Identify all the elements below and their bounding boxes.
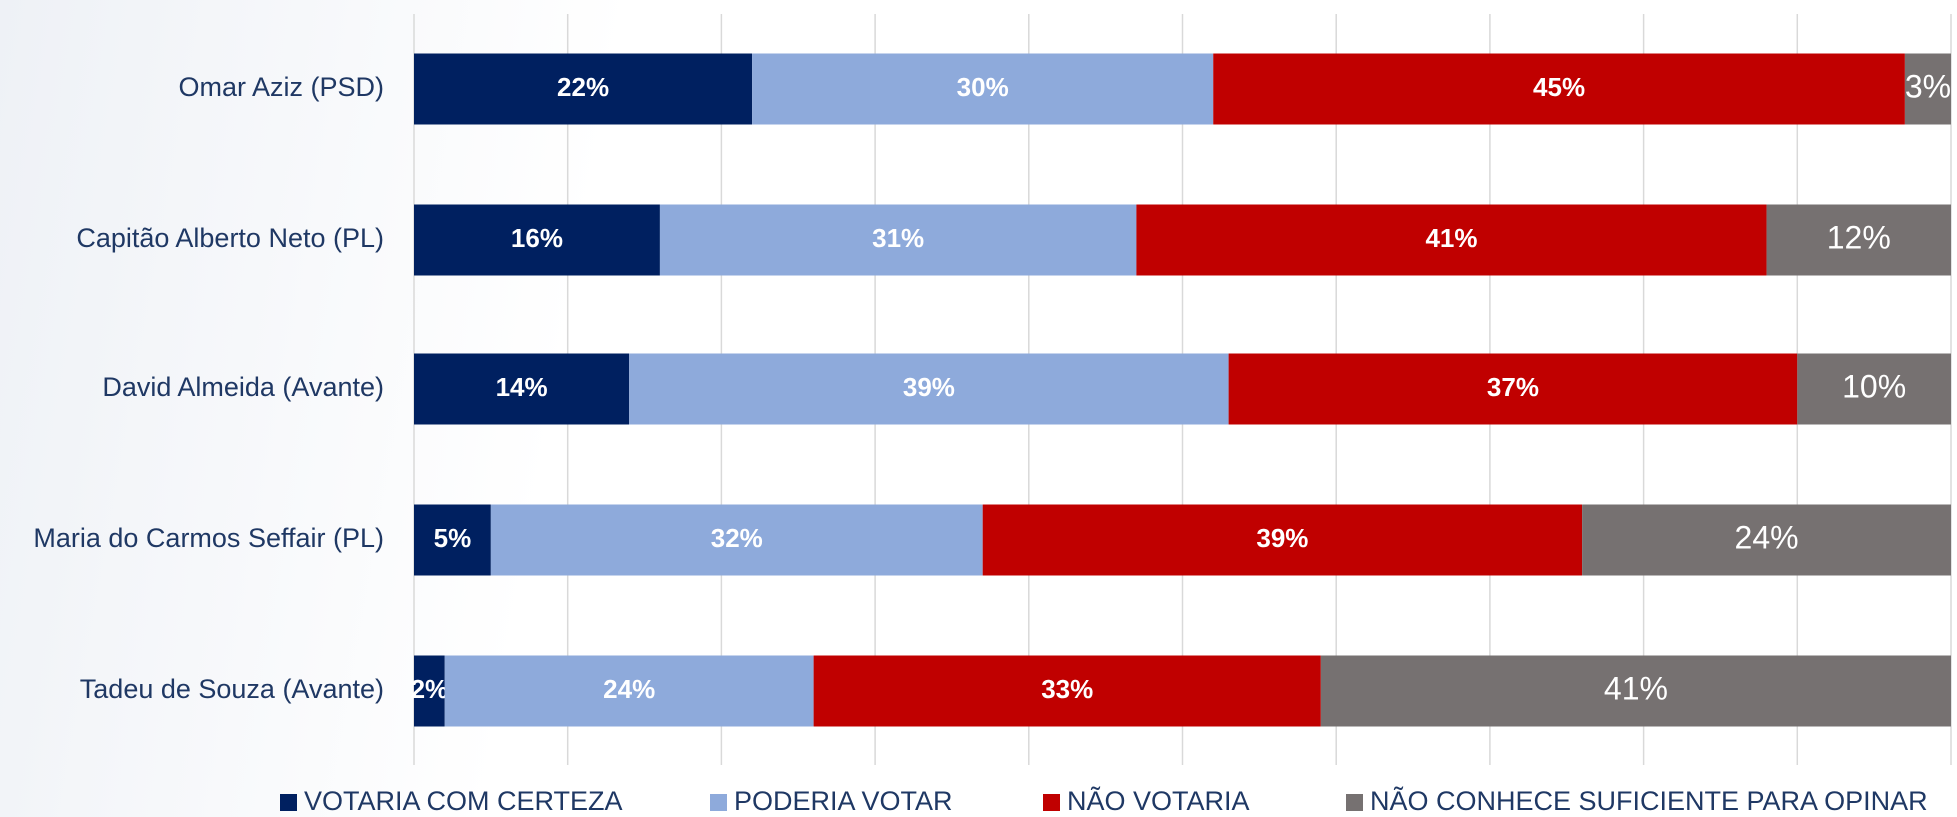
bar-segment <box>752 53 1214 125</box>
data-label: 16% <box>511 223 563 253</box>
bar-segment <box>1228 353 1798 425</box>
data-label: 41% <box>1425 223 1477 253</box>
bar-segment <box>1904 53 1951 125</box>
bar-segment <box>659 204 1137 276</box>
bar-segment <box>982 504 1583 576</box>
bar-segment <box>490 504 983 576</box>
legend-label: PODERIA VOTAR <box>734 786 953 816</box>
legend-swatch <box>1346 794 1363 811</box>
data-label: 12% <box>1827 219 1891 255</box>
bar-segment <box>813 655 1321 727</box>
data-label: 32% <box>711 523 763 553</box>
bar-segment <box>1582 504 1951 576</box>
bar-segment <box>414 504 491 576</box>
bar-segment <box>1797 353 1951 425</box>
legend-label: VOTARIA COM CERTEZA <box>304 786 623 816</box>
bar-segment <box>1136 204 1767 276</box>
data-label: 22% <box>557 72 609 102</box>
data-label: 24% <box>1735 519 1799 555</box>
data-label: 14% <box>496 372 548 402</box>
data-label: 3% <box>1905 68 1951 104</box>
bar-segment <box>414 204 660 276</box>
data-label: 33% <box>1041 674 1093 704</box>
data-label: 41% <box>1604 670 1668 706</box>
data-label: 2% <box>411 674 449 704</box>
bar-segment <box>1320 655 1951 727</box>
y-tick-label: David Almeida (Avante) <box>102 372 384 402</box>
legend-swatch <box>710 794 727 811</box>
bar-segment <box>444 655 814 727</box>
legend-label: NÃO VOTARIA <box>1067 785 1250 816</box>
data-label: 31% <box>872 223 924 253</box>
bar-segment <box>629 353 1229 425</box>
data-label: 39% <box>903 372 955 402</box>
data-label: 24% <box>603 674 655 704</box>
bar-segment <box>1213 53 1905 125</box>
legend-label: NÃO CONHECE SUFICIENTE PARA OPINAR <box>1370 785 1928 816</box>
y-tick-label: Maria do Carmos Seffair (PL) <box>33 523 384 553</box>
legend-swatch <box>280 794 297 811</box>
data-label: 45% <box>1533 72 1585 102</box>
y-tick-label: Capitão Alberto Neto (PL) <box>76 223 384 253</box>
data-label: 5% <box>434 523 472 553</box>
bar-segment <box>414 53 753 125</box>
y-tick-label: Omar Aziz (PSD) <box>178 72 384 102</box>
legend-swatch <box>1043 794 1060 811</box>
y-tick-label: Tadeu de Souza (Avante) <box>80 674 384 704</box>
bar-segment <box>414 655 445 727</box>
data-label: 39% <box>1256 523 1308 553</box>
data-label: 37% <box>1487 372 1539 402</box>
bar-segment <box>1766 204 1951 276</box>
data-label: 10% <box>1842 368 1906 404</box>
data-label: 30% <box>957 72 1009 102</box>
bar-segment <box>414 353 630 425</box>
